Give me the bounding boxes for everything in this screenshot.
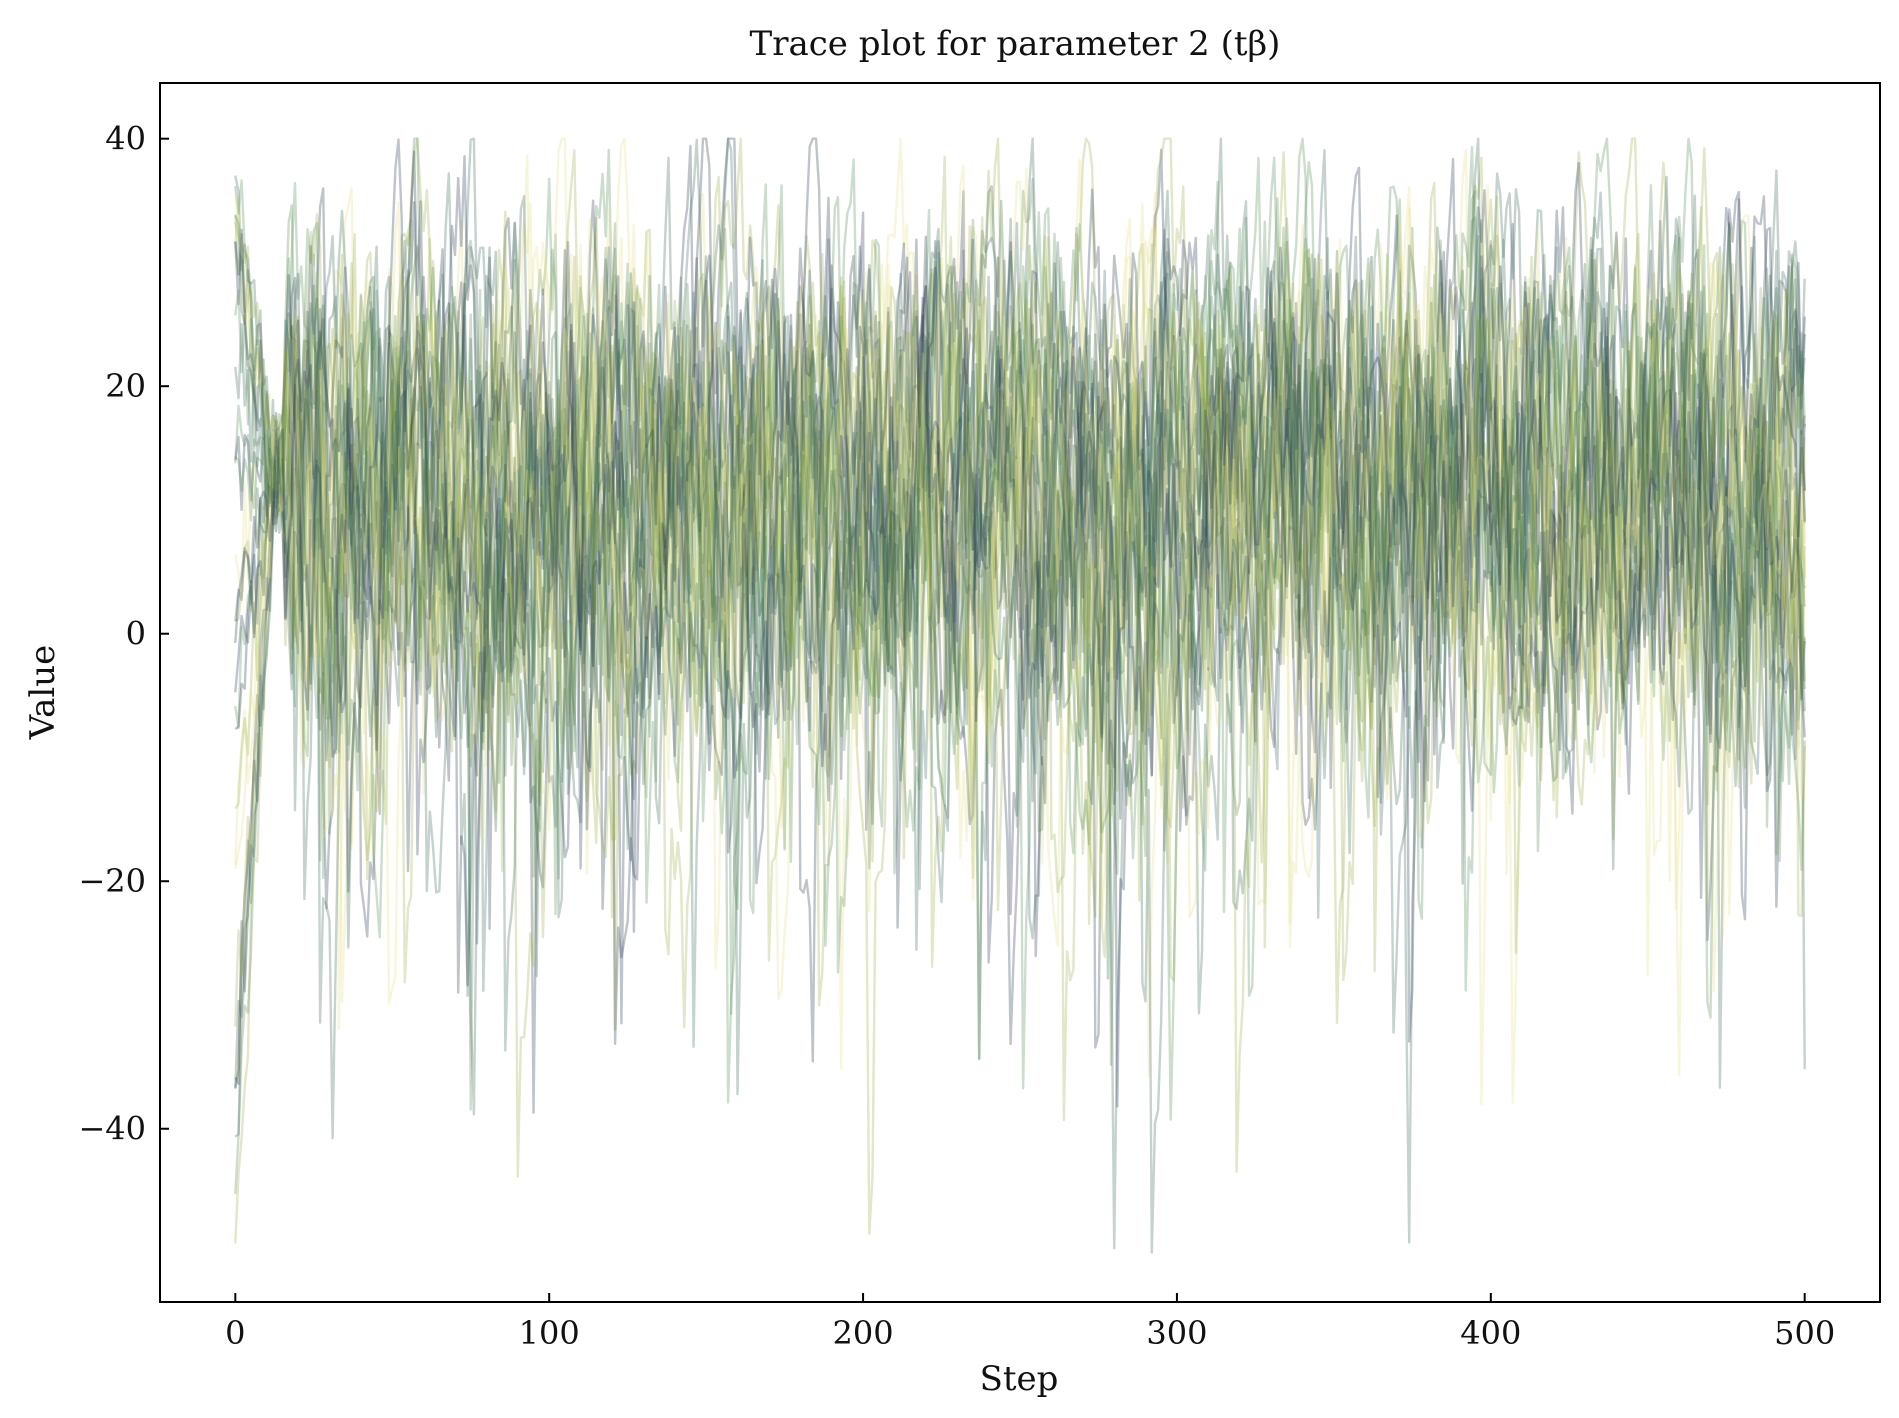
chain-trace-line [234,137,1806,1085]
chain-trace-line [234,148,1806,1089]
x-axis: 0 100 200 300 400 500 [225,1293,1835,1352]
chain-trace-line [234,137,1806,1178]
chain-trace-line [234,137,1806,942]
x-tick-label: 0 [225,1314,245,1352]
x-tick-label: 500 [1774,1314,1835,1352]
chain-trace-line [234,137,1806,1121]
x-tick-label: 100 [519,1314,580,1352]
chain-trace-line [234,137,1806,969]
y-tick-label: 20 [105,367,146,405]
x-tick-label: 400 [1460,1314,1521,1352]
x-axis-label: Step [980,1359,1059,1399]
chain-trace-line [234,137,1806,1066]
y-tick-label: 40 [105,120,146,158]
chain-trace-line [234,147,1806,1029]
y-tick-label: 0 [126,615,146,653]
chain-trace-line [234,166,1806,1025]
plot-area-frame [159,82,1881,1303]
chain-trace-line [234,181,1806,1090]
chain-trace-line [234,137,1806,1111]
y-tick-label: −40 [78,1110,146,1148]
chain-trace-line [234,156,1806,1088]
chain-trace-line [234,149,1806,1173]
y-tick-label: −20 [78,862,146,900]
x-tick-label: 200 [833,1314,894,1352]
chain-trace-line [234,137,1806,1250]
chain-trace-line [234,158,1806,1195]
chain-trace-line [234,189,1806,1114]
y-axis: −40 −20 0 20 40 [78,120,169,1148]
chain-trace-line [234,184,1806,1005]
chain-trace-line [234,137,1806,1244]
chain-trace-line [234,137,1806,929]
chain-trace-line [234,137,1806,869]
x-tick-label: 300 [1146,1314,1207,1352]
trace-lines [234,137,1806,1254]
chain-trace-line [234,137,1806,1078]
chain-trace-line [234,156,1806,1060]
chain-trace-line [234,198,1806,1077]
y-axis-label: Value [23,645,63,741]
chain-trace-line [234,137,1806,1244]
chain-trace-line [234,221,1806,1122]
chain-trace-line [234,137,1806,1254]
chain-trace-line [234,148,1806,1140]
chain-trace-line [234,138,1806,978]
chain-trace-line [234,157,1806,1108]
chain-trace-line [234,158,1806,949]
chain-trace-line [234,167,1806,1106]
chain-trace-line [234,137,1806,1116]
chart-title: Trace plot for parameter 2 (tβ) [750,24,1281,64]
